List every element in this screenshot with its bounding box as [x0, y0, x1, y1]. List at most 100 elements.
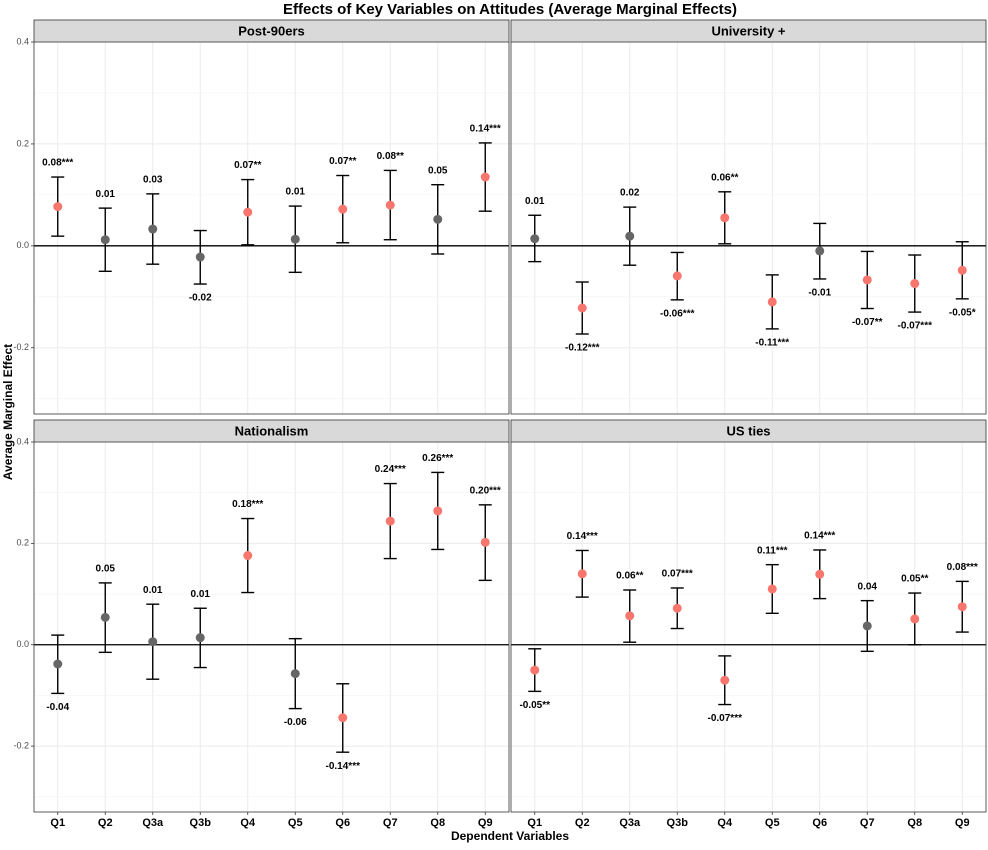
- data-label: -0.06***: [660, 308, 695, 319]
- point-Q7: [385, 200, 395, 210]
- data-label: 0.18***: [232, 499, 263, 510]
- data-label: -0.12***: [565, 343, 600, 354]
- data-label: 0.07**: [234, 160, 261, 171]
- y-tick-label: 0.4: [16, 436, 29, 446]
- panel-border: [33, 41, 510, 415]
- data-label: 0.03: [143, 174, 163, 185]
- panel-background: [511, 442, 986, 812]
- x-tick-label: Q3a: [142, 817, 164, 829]
- point-Q3b: [672, 271, 682, 281]
- panel-strip-label: Post-90ers: [238, 23, 304, 38]
- y-tick-label: -0.2: [13, 342, 29, 352]
- data-label: -0.05*: [949, 307, 976, 318]
- point-Q7: [862, 275, 872, 285]
- data-label: 0.04: [858, 581, 878, 592]
- data-label: 0.26***: [422, 453, 453, 464]
- panel-nationalism: Nationalism -0.04 0.05 0.01 0.01 0.18*** -0.06…: [13, 419, 510, 829]
- data-label: -0.01: [808, 288, 831, 299]
- point-Q4: [720, 213, 730, 223]
- point-Q4: [243, 551, 253, 561]
- point-Q8: [910, 614, 920, 624]
- point-Q1: [530, 234, 540, 244]
- panel-background: [34, 42, 509, 414]
- data-label: 0.02: [620, 188, 640, 199]
- data-label: 0.01: [525, 196, 545, 207]
- point-Q3a: [148, 224, 158, 234]
- data-label: -0.07**: [852, 317, 883, 328]
- point-Q9: [957, 265, 967, 275]
- panel-border: [510, 441, 987, 813]
- x-tick-label: Q4: [717, 817, 733, 829]
- data-label: 0.11***: [757, 545, 788, 556]
- data-label: 0.20***: [470, 485, 501, 496]
- x-tick-label: Q9: [955, 817, 970, 829]
- data-label: 0.01: [143, 585, 163, 596]
- data-label: -0.05**: [519, 700, 550, 711]
- y-axis-title: Average Marginal Effect: [1, 344, 15, 480]
- data-label: -0.07***: [708, 713, 743, 724]
- x-tick-label: Q4: [240, 817, 256, 829]
- point-Q1: [53, 202, 63, 212]
- point-Q8: [433, 214, 443, 224]
- x-tick-label: Q7: [383, 817, 398, 829]
- x-tick-label: Q2: [98, 817, 113, 829]
- y-tick-label: 0.4: [16, 36, 29, 46]
- data-label: -0.06: [284, 717, 307, 728]
- panel-post-90ers: Post-90ers 0.08*** 0.01 0.03 -0.02 0.07** 0.01…: [13, 19, 510, 415]
- panel-strip-label: University +: [711, 23, 785, 38]
- y-tick-label: 0.2: [16, 138, 29, 148]
- data-label: -0.04: [46, 702, 69, 713]
- data-label: 0.14***: [470, 124, 501, 135]
- point-Q7: [862, 621, 872, 631]
- x-tick-label: Q3a: [619, 817, 641, 829]
- x-tick-label: Q6: [335, 817, 350, 829]
- panel-strip-label: US ties: [726, 423, 770, 438]
- data-label: 0.08***: [42, 158, 73, 169]
- panel-border: [33, 441, 510, 813]
- data-label: 0.01: [286, 187, 306, 198]
- point-Q1: [53, 659, 63, 669]
- data-label: -0.07***: [898, 321, 933, 332]
- y-tick-label: 0.0: [16, 639, 29, 649]
- data-label: 0.05: [96, 564, 116, 575]
- panel-border: [510, 41, 987, 415]
- x-tick-label: Q3b: [190, 817, 212, 829]
- data-label: 0.01: [191, 589, 211, 600]
- data-label: 0.24***: [375, 464, 406, 475]
- facet-panels: Post-90ers 0.08*** 0.01 0.03 -0.02 0.07** 0.01…: [13, 19, 987, 829]
- x-tick-label: Q6: [812, 817, 827, 829]
- point-Q6: [815, 569, 825, 579]
- point-Q5: [767, 584, 777, 594]
- y-tick-label: -0.2: [13, 740, 29, 750]
- x-tick-label: Q5: [288, 817, 303, 829]
- panel-university: University + 0.01 -0.12*** 0.02 -0.06*** 0.06…: [510, 19, 987, 415]
- x-tick-label: Q8: [907, 817, 922, 829]
- point-Q4: [720, 675, 730, 685]
- x-tick-label: Q5: [765, 817, 780, 829]
- point-Q3b: [195, 633, 205, 643]
- point-Q2: [100, 612, 110, 622]
- data-label: 0.06**: [616, 571, 643, 582]
- data-label: 0.08***: [947, 562, 978, 573]
- data-label: 0.05: [428, 165, 448, 176]
- panel-strip-label: Nationalism: [235, 423, 309, 438]
- data-label: 0.14***: [804, 531, 835, 542]
- point-Q8: [910, 279, 920, 289]
- x-tick-label: Q2: [575, 817, 590, 829]
- data-label: 0.05**: [901, 574, 928, 585]
- y-tick-label: 0.0: [16, 240, 29, 250]
- data-label: -0.14***: [326, 761, 361, 772]
- point-Q5: [290, 669, 300, 679]
- x-tick-label: Q3b: [667, 817, 689, 829]
- x-tick-label: Q8: [430, 817, 445, 829]
- point-Q6: [338, 713, 348, 723]
- x-tick-label: Q1: [50, 817, 65, 829]
- point-Q3a: [625, 231, 635, 241]
- point-Q3a: [625, 611, 635, 621]
- chart-title: Effects of Key Variables on Attitudes (A…: [283, 1, 737, 18]
- x-tick-label: Q7: [860, 817, 875, 829]
- data-label: 0.14***: [567, 531, 598, 542]
- panel-background: [34, 442, 509, 812]
